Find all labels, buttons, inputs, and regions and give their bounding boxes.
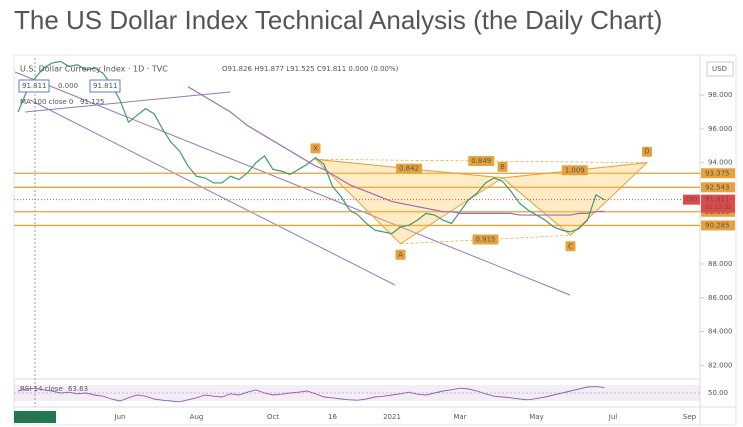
currency-button[interactable]	[706, 61, 734, 77]
pattern-point-bg	[565, 241, 576, 252]
symbol-badge	[683, 194, 700, 205]
chart-frame	[13, 54, 737, 426]
ratio-label-bg	[396, 163, 422, 174]
ma-legend-value: 91.125	[80, 98, 105, 106]
level-label: 90.285	[705, 221, 730, 229]
level-label-bg	[701, 182, 735, 193]
level-label-bg	[701, 220, 735, 231]
x-tick-label: Sep	[683, 413, 697, 421]
x-tick-label: Mar	[453, 413, 466, 421]
ohlc: O91.826 H91.877 L91.525 C91.811 0.000 (0…	[222, 65, 399, 73]
pattern-point-bg	[310, 143, 321, 154]
header-box	[18, 79, 50, 93]
pattern-point-label: C	[568, 242, 573, 250]
header-box-text: 91.811	[22, 82, 47, 90]
pattern-point-bg	[642, 146, 652, 157]
y-tick-label: 94.000	[708, 159, 733, 167]
y-tick-label: 88.000	[708, 260, 733, 268]
channel-line	[29, 99, 396, 286]
header-box-text: 91.811	[93, 82, 118, 90]
rsi-tick-label: 50.00	[708, 389, 728, 397]
countdown: 01:12:32	[705, 204, 732, 211]
ratio-label: 1.009	[565, 166, 585, 174]
x-tick-label: 24 Mar '20	[16, 413, 53, 421]
pattern-point-bg	[497, 161, 508, 172]
pattern-point-label: B	[500, 163, 505, 171]
y-tick-label: 84.000	[708, 328, 733, 336]
symbol: DXY	[686, 196, 699, 203]
x-tick-label: 16	[328, 413, 337, 421]
last-price: 91.811	[705, 196, 730, 204]
series-line	[187, 86, 605, 216]
pattern-point-label: X	[313, 144, 318, 152]
rsi-line	[17, 386, 605, 403]
pattern-point-label: D	[644, 148, 649, 156]
rsi-band	[14, 385, 700, 401]
header-box-text: 0.000	[58, 82, 78, 90]
ma-legend: MA 100 close 0	[20, 98, 73, 106]
x-tick-label: Jul	[608, 413, 618, 421]
y-tick-label: 86.000	[708, 294, 733, 302]
x-tick-label: Aug	[190, 413, 204, 421]
x-tick-label: May	[529, 413, 543, 421]
ratio-label: 0.842	[399, 165, 419, 173]
rsi-legend-value: 63.63	[68, 385, 88, 393]
trend-line	[24, 91, 231, 113]
header-box	[89, 79, 121, 93]
y-tick-label: 98.000	[708, 91, 733, 99]
ratio-label-bg	[561, 165, 588, 176]
pattern-ratio-line	[315, 158, 503, 179]
series-line	[17, 60, 605, 235]
ratio-label-bg	[472, 234, 499, 245]
y-tick-label: 82.000	[708, 361, 733, 369]
level-label: 92.543	[705, 183, 730, 191]
channel-line	[14, 71, 571, 296]
symbol-title: U.S. Dollar Currency Index · 1D · TVC	[20, 65, 168, 74]
level-label: 93.375	[705, 169, 730, 177]
plot	[14, 60, 700, 245]
last-price-badge	[701, 194, 735, 213]
x-tick-label: Oct	[267, 413, 279, 421]
ratio-label: 0.849	[471, 157, 491, 165]
ratio-label: 0.915	[475, 236, 495, 244]
currency[interactable]: USD	[712, 65, 727, 73]
pattern-point-label: A	[398, 251, 403, 259]
ratio-label-bg	[468, 156, 495, 167]
x-tick-label: 2021	[383, 413, 401, 421]
pattern-point-bg	[395, 249, 406, 260]
y-tick-label: 96.000	[708, 125, 733, 133]
crosshair-date-bg	[14, 411, 56, 423]
chart-title: The US Dollar Index Technical Analysis (…	[14, 5, 662, 35]
x-tick-label: Jun	[114, 413, 126, 421]
level-label-bg	[701, 168, 735, 179]
